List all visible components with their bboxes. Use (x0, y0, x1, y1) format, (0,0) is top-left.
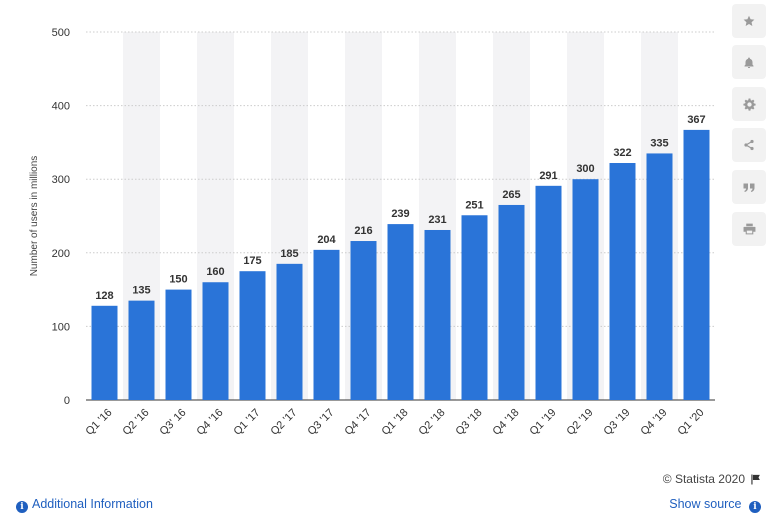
settings-button[interactable] (732, 87, 766, 121)
additional-information-label: Additional Information (32, 497, 153, 511)
print-button[interactable] (732, 212, 766, 246)
cite-button[interactable] (732, 170, 766, 204)
data-label: 322 (613, 147, 631, 159)
x-tick-label: Q1 '17 (231, 407, 262, 438)
star-icon (743, 15, 755, 26)
bar (91, 305, 118, 400)
x-tick-label: Q2 '17 (268, 407, 299, 438)
data-label: 128 (95, 290, 113, 302)
bar (646, 153, 673, 400)
x-tick-label: Q3 '18 (453, 407, 484, 438)
x-tick-label: Q2 '16 (120, 407, 151, 438)
bar (609, 163, 636, 400)
data-label: 150 (169, 274, 187, 286)
additional-information-link[interactable]: i Additional Information (16, 497, 153, 513)
x-tick-label: Q4 '19 (638, 407, 669, 438)
data-label: 204 (317, 234, 336, 246)
statista-credit[interactable]: © Statista 2020 (663, 472, 761, 486)
x-tick-label: Q2 '19 (564, 407, 595, 438)
x-tick-label: Q1 '19 (527, 407, 558, 438)
y-tick-label: 100 (52, 321, 70, 333)
bar (461, 215, 488, 400)
bar (572, 179, 599, 400)
bar (535, 185, 562, 400)
y-axis-label: Number of users in millions (29, 156, 40, 277)
x-tick-label: Q3 '19 (601, 407, 632, 438)
x-tick-label: Q4 '16 (194, 407, 225, 438)
bar (350, 241, 377, 400)
data-label: 265 (502, 189, 520, 201)
quote-icon (743, 183, 755, 192)
data-label: 216 (354, 225, 372, 237)
bar (276, 263, 303, 400)
bar (239, 271, 266, 400)
show-source-label: Show source (669, 497, 742, 511)
y-tick-label: 200 (52, 248, 70, 260)
print-icon (743, 223, 755, 235)
x-tick-label: Q1 '16 (83, 407, 114, 438)
y-tick-label: 300 (52, 174, 70, 186)
y-tick-label: 0 (64, 395, 70, 407)
share-icon (744, 139, 754, 151)
info-icon: i (16, 501, 28, 513)
data-label: 175 (243, 255, 261, 267)
x-tick-label: Q3' 16 (157, 407, 188, 438)
x-tick-label: Q3 '17 (305, 407, 336, 438)
share-button[interactable] (732, 128, 766, 162)
show-source-link[interactable]: Show source i (669, 497, 761, 513)
x-tick-label: Q2 '18 (416, 407, 447, 438)
bar (683, 129, 710, 400)
x-tick-label: Q1 '20 (675, 407, 706, 438)
chart-area: 0 100 200 300 400 500 128 Q1 '16 135 Q2 '16 150 Q3'… (29, 27, 715, 438)
data-label: 251 (465, 199, 483, 211)
data-label: 135 (132, 285, 150, 297)
data-label: 335 (650, 137, 668, 149)
y-tick-label: 500 (52, 27, 70, 39)
data-label: 291 (539, 170, 557, 182)
flag-icon (751, 473, 760, 485)
info-icon: i (749, 501, 761, 513)
y-tick-label: 400 (52, 101, 70, 113)
data-label: 300 (576, 163, 594, 175)
x-tick-label: Q1 '18 (379, 407, 410, 438)
data-label: 160 (206, 266, 224, 278)
gear-icon (742, 98, 756, 111)
bar (128, 300, 155, 400)
bar (424, 229, 451, 400)
notification-button[interactable] (732, 45, 766, 79)
x-tick-label: Q4 '17 (342, 407, 373, 438)
data-label: 367 (687, 114, 705, 126)
bar (387, 224, 414, 400)
bar (313, 249, 340, 400)
data-label: 185 (280, 248, 298, 260)
data-label: 231 (428, 214, 446, 226)
bar (165, 289, 192, 400)
favorite-button[interactable] (732, 4, 766, 38)
bell-icon (744, 57, 754, 68)
data-label: 239 (391, 208, 409, 220)
credit-text: © Statista 2020 (662, 472, 745, 486)
bar (498, 204, 525, 400)
bar (202, 282, 229, 400)
x-tick-label: Q4 '18 (490, 407, 521, 438)
